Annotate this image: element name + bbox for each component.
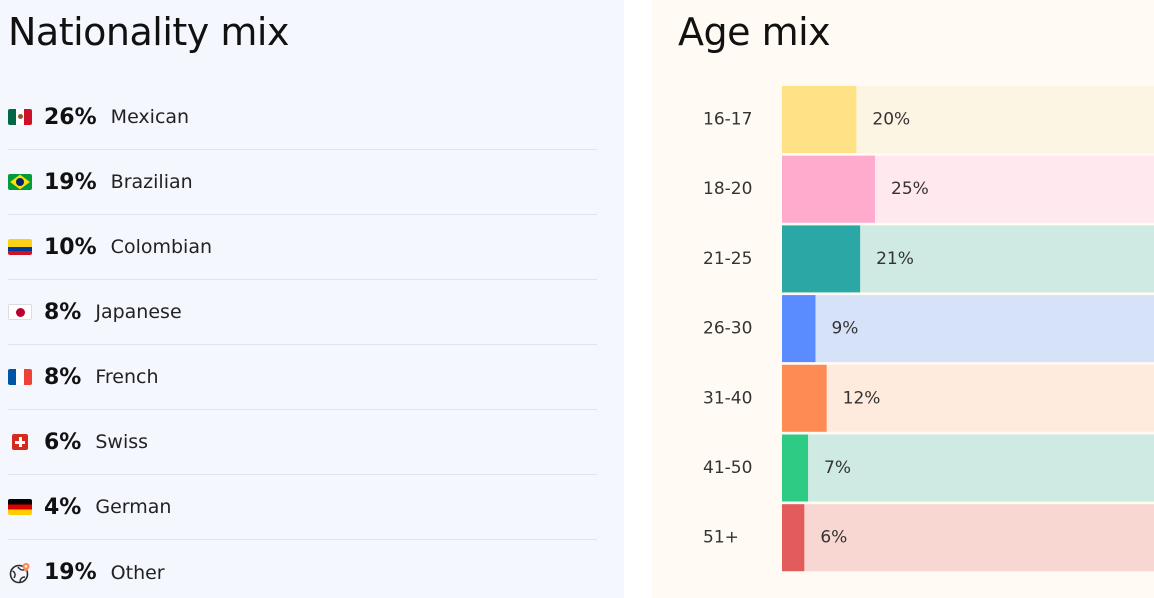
category-label: 31-40 bbox=[703, 388, 752, 408]
value-label: 7% bbox=[824, 458, 851, 478]
nationality-percent: 26% bbox=[44, 104, 97, 130]
bar bbox=[782, 225, 861, 293]
bar-track bbox=[782, 434, 1154, 502]
nationality-percent: 8% bbox=[44, 364, 82, 390]
category-label: 18-20 bbox=[703, 179, 752, 199]
list-item: 8% French bbox=[8, 345, 597, 410]
nationality-name: Brazilian bbox=[110, 171, 193, 193]
category-label: 51+ bbox=[703, 528, 739, 548]
nationality-percent: 6% bbox=[44, 429, 82, 455]
nationality-title: Nationality mix bbox=[8, 10, 289, 54]
age-bar-chart: 16-17 20% 18-20 25% 21-25 21% 26-30 9% 31-40 12% 4… bbox=[703, 86, 1154, 572]
category-label: 16-17 bbox=[703, 110, 752, 130]
nationality-name: Other bbox=[110, 561, 165, 584]
value-label: 9% bbox=[831, 319, 858, 339]
brazil-flag-icon bbox=[8, 174, 32, 190]
list-item: 26% Mexican bbox=[8, 85, 597, 150]
bar bbox=[782, 155, 875, 223]
bar-track bbox=[782, 364, 1154, 432]
age-title: Age mix bbox=[678, 10, 831, 54]
list-item: 10% Colombian bbox=[8, 215, 597, 280]
nationality-name: French bbox=[95, 366, 159, 388]
value-label: 12% bbox=[843, 388, 881, 408]
nationality-name: German bbox=[95, 496, 172, 518]
list-item: 19% Brazilian bbox=[8, 150, 597, 215]
france-flag-icon bbox=[8, 369, 32, 385]
bar bbox=[782, 86, 857, 153]
value-label: 21% bbox=[876, 249, 914, 269]
nationality-list: 26% Mexican 19% Brazilian 10% Colombian … bbox=[8, 85, 597, 598]
bar-track bbox=[782, 504, 1154, 572]
category-label: 26-30 bbox=[703, 319, 752, 339]
nationality-percent: 4% bbox=[44, 494, 82, 520]
switzerland-flag-icon bbox=[12, 434, 28, 450]
nationality-name: Swiss bbox=[95, 431, 149, 453]
nationality-name: Colombian bbox=[110, 236, 212, 258]
mexico-flag-icon bbox=[8, 109, 32, 125]
category-label: 41-50 bbox=[703, 458, 752, 478]
nationality-percent: 10% bbox=[44, 234, 97, 260]
japan-flag-icon bbox=[8, 304, 32, 320]
germany-flag-icon bbox=[8, 499, 32, 515]
list-item: 6% Swiss bbox=[8, 410, 597, 475]
bar bbox=[782, 295, 816, 363]
value-label: 25% bbox=[891, 179, 929, 199]
nationality-panel: Nationality mix 26% Mexican 19% Brazilia… bbox=[0, 0, 624, 598]
value-label: 6% bbox=[820, 528, 847, 548]
nationality-percent: 19% bbox=[44, 560, 97, 585]
list-item: 19% Other bbox=[8, 540, 597, 598]
value-label: 20% bbox=[872, 110, 910, 130]
bar bbox=[782, 364, 827, 432]
nationality-name: Mexican bbox=[110, 106, 190, 128]
bar bbox=[782, 434, 809, 502]
nationality-percent: 8% bbox=[44, 299, 82, 325]
age-panel: Age mix 16-17 20% 18-20 25% 21-25 21% 26-30 9% 3… bbox=[652, 0, 1154, 598]
bar-track bbox=[782, 295, 1154, 363]
colombia-flag-icon bbox=[8, 239, 32, 255]
list-item: 8% Japanese bbox=[8, 280, 597, 345]
bar bbox=[782, 504, 805, 572]
list-item: 4% German bbox=[8, 475, 597, 540]
nationality-percent: 19% bbox=[44, 169, 97, 195]
category-label: 21-25 bbox=[703, 249, 752, 269]
globe-icon bbox=[9, 562, 30, 583]
nationality-name: Japanese bbox=[95, 301, 182, 323]
